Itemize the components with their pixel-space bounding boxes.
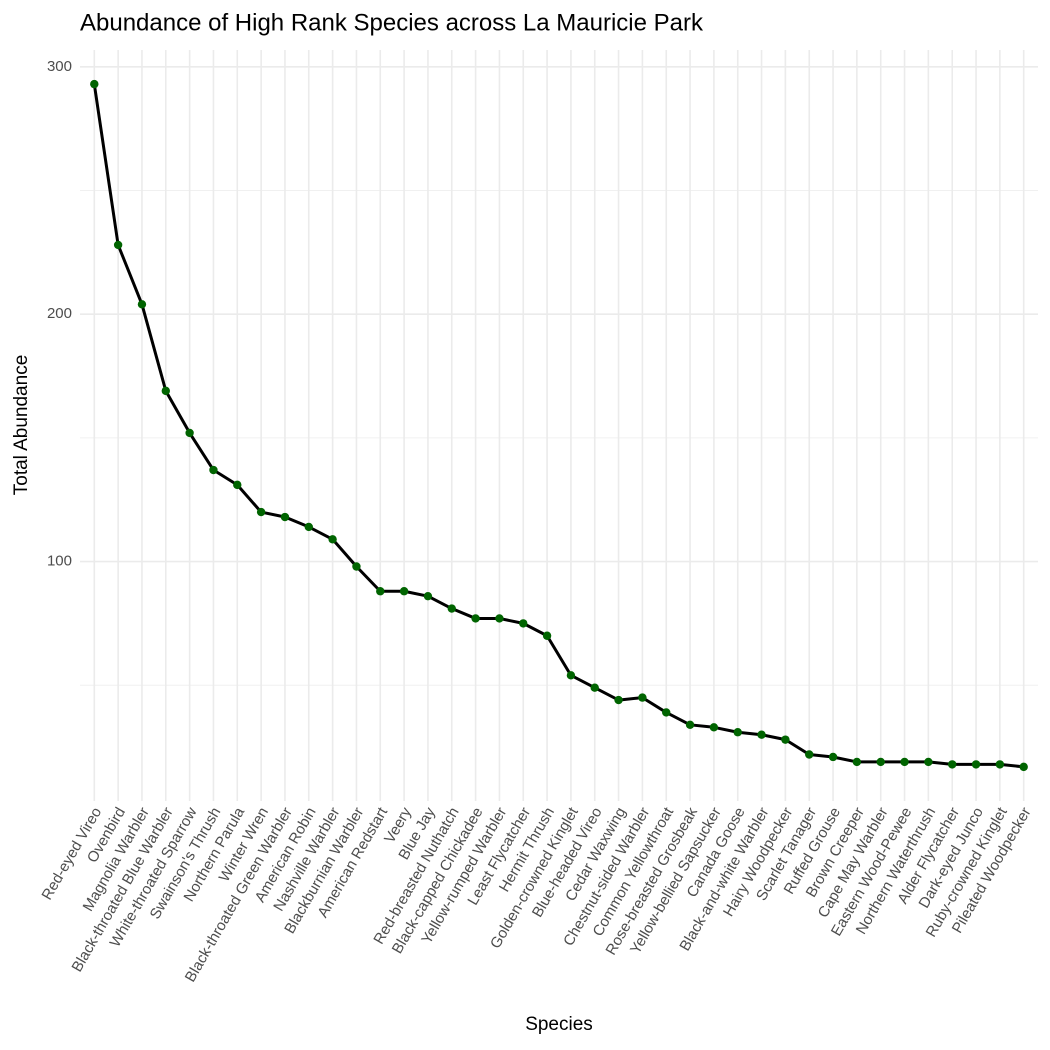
point (304, 522, 313, 532)
line (92, 83, 1024, 769)
point (280, 512, 290, 522)
point (590, 683, 599, 692)
point (995, 760, 1005, 769)
point (113, 240, 123, 250)
point (542, 631, 552, 640)
point (137, 300, 147, 309)
point (161, 386, 170, 396)
point (709, 723, 719, 732)
point (638, 693, 647, 702)
point (733, 728, 742, 737)
point (1019, 762, 1028, 772)
point (399, 587, 409, 596)
point (757, 730, 766, 739)
point (852, 757, 862, 767)
point (471, 614, 480, 623)
point (495, 614, 504, 623)
x-axis-title: Species (525, 1014, 593, 1035)
point (185, 428, 194, 438)
point (876, 757, 885, 767)
point (566, 671, 576, 680)
point (924, 757, 933, 767)
y-tick-label: 200 (47, 305, 72, 322)
point (447, 604, 456, 613)
point (828, 752, 838, 762)
point (948, 760, 957, 769)
point (900, 757, 909, 767)
point (662, 708, 671, 717)
point (423, 591, 433, 601)
point (685, 720, 695, 730)
point (519, 619, 528, 628)
y-axis-title: Total Abundance (11, 355, 32, 496)
point (352, 562, 361, 571)
point (90, 79, 99, 89)
point (781, 735, 790, 744)
chart-title: Abundance of High Rank Species across La… (80, 9, 704, 36)
point (971, 760, 981, 769)
point (614, 695, 623, 705)
y-tick-label: 300 (47, 58, 72, 75)
y-tick-label: 100 (47, 553, 72, 570)
point (256, 507, 266, 517)
point (805, 750, 814, 759)
point (209, 465, 218, 475)
point (233, 480, 242, 490)
point (328, 535, 337, 544)
point (376, 587, 385, 596)
